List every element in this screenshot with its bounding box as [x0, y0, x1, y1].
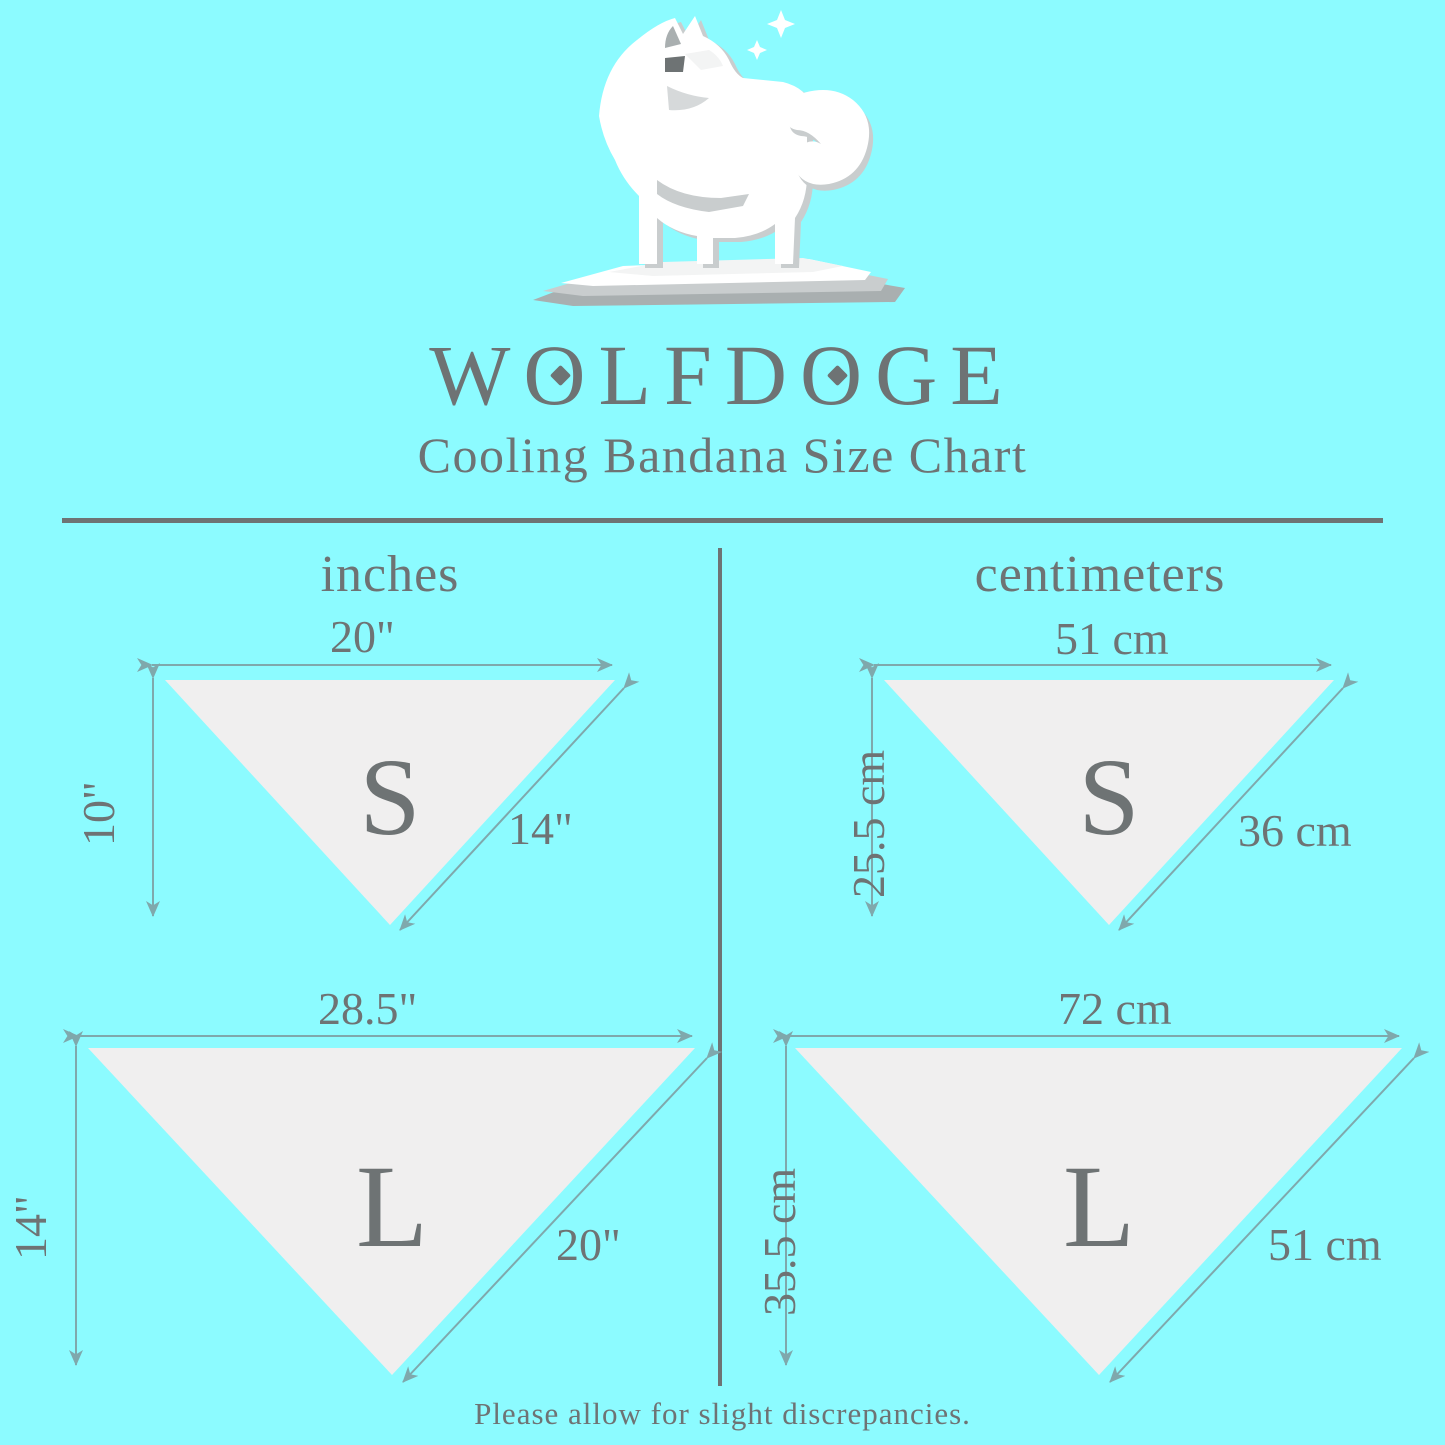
brand-letter-o: O	[523, 332, 598, 418]
brand-letter: G	[875, 327, 951, 423]
dim-width-l-cm: 72 cm	[1058, 983, 1172, 1034]
column-header-centimeters: centimeters	[974, 546, 1226, 603]
brand-letter: L	[598, 327, 665, 423]
dim-height-l-inches: 14"	[5, 1195, 56, 1260]
dim-width-s-inches: 20"	[330, 611, 395, 662]
wolf-on-ridge-icon	[532, 10, 905, 306]
brand-title: WOLFDOGE	[0, 332, 1445, 418]
header-divider	[62, 518, 1383, 523]
dim-width-l-inches: 28.5"	[318, 983, 418, 1034]
size-label-s-inches: S	[359, 736, 421, 858]
brand-letter: F	[664, 327, 725, 423]
brand-letter: E	[950, 327, 1016, 423]
sparkle-icon	[746, 40, 767, 60]
size-label-s-cm: S	[1078, 736, 1140, 858]
dim-height-l-cm: 35.5 cm	[754, 1167, 805, 1316]
column-divider	[718, 548, 722, 1386]
sparkle-icon	[766, 10, 795, 38]
dim-side-s-inches: 14"	[508, 803, 573, 854]
dim-height-s-inches: 10"	[73, 781, 124, 846]
size-label-l-inches: L	[355, 1141, 429, 1272]
brand-letter: W	[429, 327, 524, 423]
dim-side-l-inches: 20"	[556, 1219, 621, 1270]
dim-side-l-cm: 51 cm	[1268, 1219, 1382, 1270]
brand-letter: D	[724, 327, 800, 423]
brand-logo	[0, 0, 1445, 320]
size-label-l-cm: L	[1062, 1141, 1136, 1272]
column-header-inches: inches	[320, 546, 460, 603]
dim-side-s-cm: 36 cm	[1238, 805, 1352, 856]
dim-width-s-cm: 51 cm	[1055, 613, 1169, 664]
dim-height-s-cm: 25.5 cm	[843, 749, 894, 898]
footer-note: Please allow for slight discrepancies.	[474, 1396, 971, 1431]
brand-letter-o: O	[800, 332, 875, 418]
chart-subtitle: Cooling Bandana Size Chart	[417, 427, 1028, 483]
